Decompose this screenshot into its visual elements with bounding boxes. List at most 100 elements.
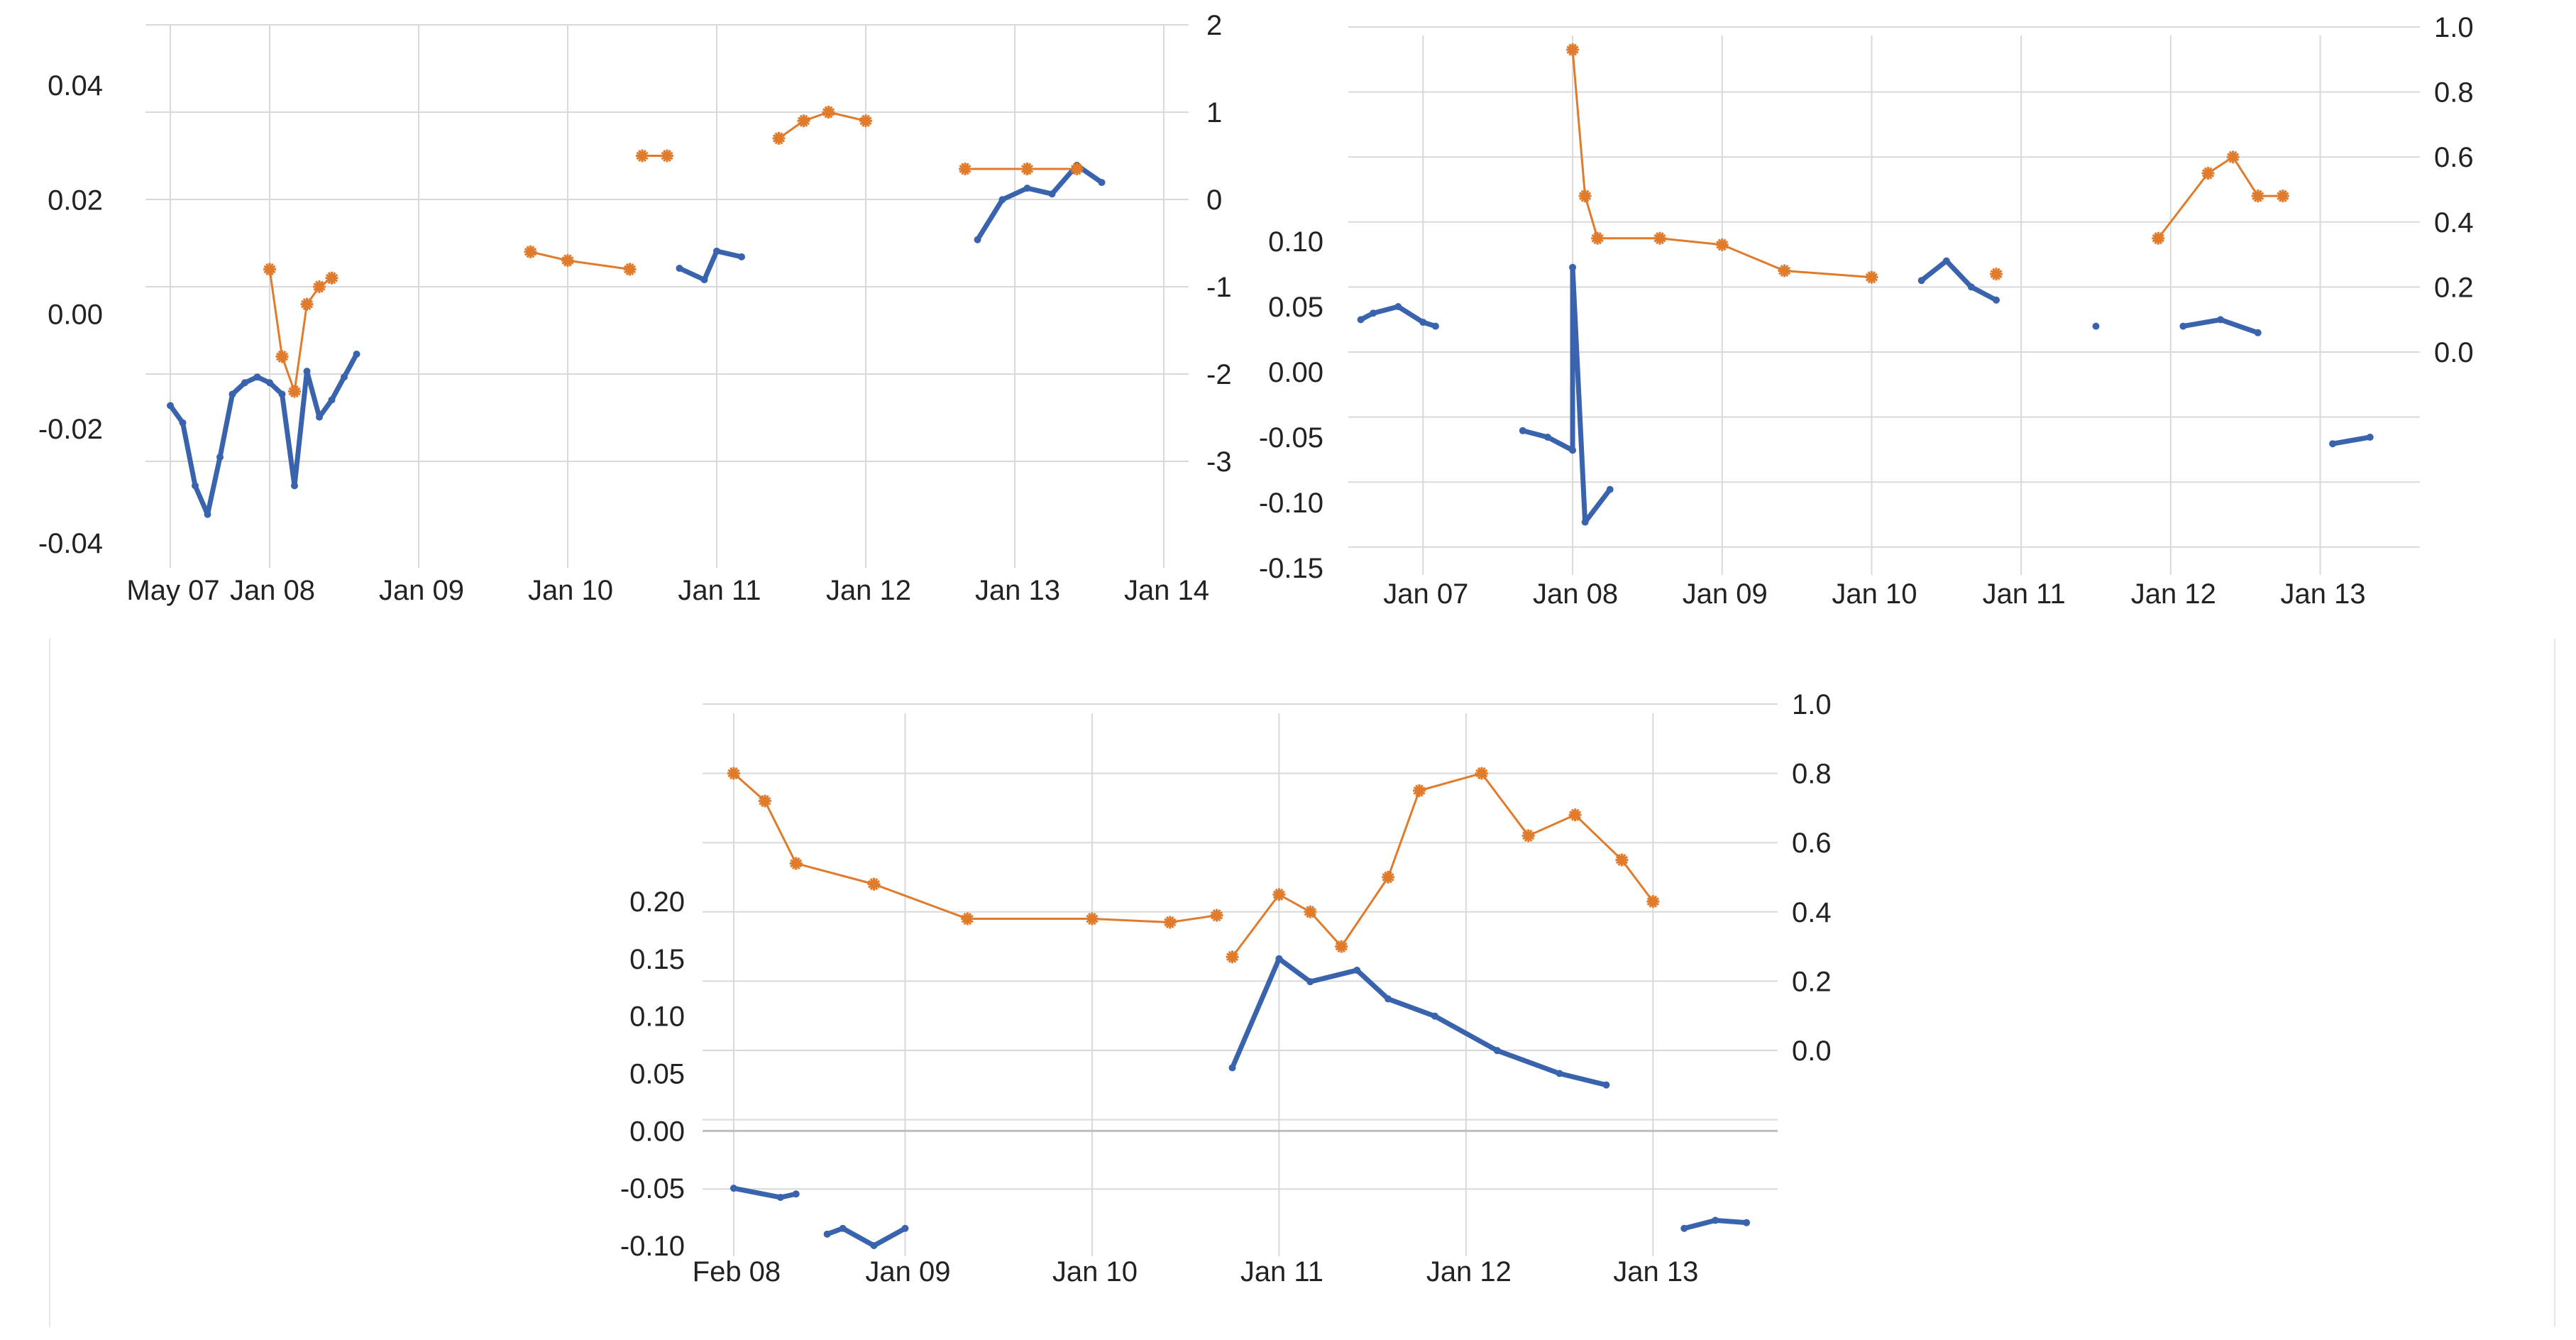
data-point <box>1353 967 1361 974</box>
data-point <box>341 373 348 381</box>
data-point <box>1519 427 1526 434</box>
data-point <box>1098 179 1106 187</box>
data-point-star <box>1210 908 1223 922</box>
data-point <box>974 236 981 243</box>
data-point <box>1569 263 1577 271</box>
data-point <box>316 413 323 421</box>
y-right-tick-label: 0.8 <box>1792 759 1832 790</box>
series-line-segment <box>778 111 867 140</box>
y-right-tick-label: 1.0 <box>2434 12 2474 43</box>
data-point <box>167 402 174 410</box>
y-right-tick-label: 0.4 <box>2434 207 2474 238</box>
data-point-star <box>727 767 740 780</box>
data-point <box>1394 303 1402 310</box>
y-left-tick-label: 0.10 <box>629 1001 685 1033</box>
y-right-tick-label: 0.4 <box>1792 897 1832 928</box>
data-point-star <box>1020 162 1034 175</box>
series-line-segment <box>2157 155 2284 240</box>
x-tick-label: May 07 <box>126 575 219 606</box>
data-point-star <box>325 271 338 285</box>
data-point-star <box>1335 940 1348 953</box>
data-point <box>1917 277 1925 285</box>
series-line-segment <box>1230 956 1609 1088</box>
data-point <box>1023 185 1031 192</box>
data-point <box>2254 329 2262 336</box>
x-tick-label: Jan 10 <box>1052 1256 1138 1287</box>
data-point-star <box>1566 43 1580 57</box>
data-point-star <box>1272 888 1286 901</box>
data-point <box>253 373 261 381</box>
data-point <box>1556 1070 1563 1077</box>
y-left-tick-label: -0.10 <box>620 1231 685 1262</box>
data-point-star <box>822 106 835 119</box>
data-point <box>1606 485 1614 493</box>
data-point <box>998 196 1006 204</box>
chart-bottom-center: -0.10 -0.05 0.00 0.05 0.10 0.15 0.20 0.0 0.2 0.4 0… <box>620 689 1832 1287</box>
y-right-tick-label: 0 <box>1206 185 1222 216</box>
y-right-tick-label: 2 <box>1206 10 1222 41</box>
data-point <box>216 454 224 461</box>
data-point <box>676 265 683 272</box>
x-tick-label: Jan 09 <box>865 1256 950 1287</box>
data-point <box>1048 190 1056 198</box>
y-left-tick-label: -0.02 <box>38 414 103 445</box>
data-point <box>1569 446 1577 454</box>
x-tick-label: Jan 08 <box>1533 578 1618 610</box>
y-left-tick-label: 0.10 <box>1268 226 1323 258</box>
series-blue-left-axis <box>1357 257 2374 526</box>
y-left-tick-label: -0.05 <box>1259 422 1323 454</box>
data-point-star <box>1578 190 1592 203</box>
data-point <box>241 379 248 387</box>
y-right-tick-label: 0.8 <box>2434 77 2474 109</box>
data-point <box>839 1224 847 1232</box>
data-point-star <box>2251 190 2264 203</box>
data-point-star <box>661 149 673 163</box>
y-left-tick-label: 0.00 <box>629 1116 685 1147</box>
x-tick-label: Jan 11 <box>1983 578 2066 610</box>
data-point-star <box>772 131 786 145</box>
data-point <box>870 1242 878 1249</box>
data-point-star <box>636 149 649 163</box>
x-tick-label: Jan 13 <box>975 575 1060 606</box>
data-point <box>291 482 298 490</box>
data-point-star <box>758 794 771 808</box>
x-tick-label: Jan 10 <box>528 575 613 606</box>
chart-top-right: -0.15 -0.10 -0.05 0.00 0.05 0.10 0.0 0.2 0.4 0.6 0… <box>1259 12 2474 610</box>
series-line-segment <box>732 772 1218 923</box>
data-point <box>179 419 187 427</box>
series-orange-right-axis <box>727 767 1660 964</box>
y-left-tick-label: 0.04 <box>48 70 103 101</box>
data-point-star <box>300 297 314 311</box>
series-line-segment <box>677 248 744 282</box>
gridlines <box>1348 26 2420 575</box>
data-point <box>823 1230 831 1238</box>
data-point <box>328 396 336 404</box>
data-point-star <box>561 254 574 268</box>
chart-top-left: -0.04 -0.02 0.00 0.02 0.04 -3 -2 -1 0 1 2 May 07 Jan… <box>38 10 1232 606</box>
x-tick-label: Jan 11 <box>1240 1256 1323 1287</box>
x-tick-label: Jan 09 <box>1683 578 1768 610</box>
y-right-tick-label: 0.0 <box>2434 337 2474 368</box>
data-point-star <box>1382 871 1395 884</box>
data-point-star <box>1778 264 1791 278</box>
data-point-star <box>1521 829 1535 842</box>
x-tick-label: Jan 08 <box>230 575 315 606</box>
data-point <box>713 247 720 255</box>
data-point-star <box>2201 167 2215 180</box>
data-point <box>1543 434 1551 441</box>
data-point <box>730 1185 737 1192</box>
data-point <box>266 379 273 387</box>
x-tick-label: Jan 10 <box>1832 578 1917 610</box>
data-point-star <box>1646 895 1660 908</box>
data-point <box>2217 316 2225 324</box>
y-right-tick-label: -3 <box>1206 446 1232 478</box>
x-tick-label: Feb 08 <box>693 1256 781 1287</box>
y-right-tick-label: 0.6 <box>1792 828 1832 859</box>
x-tick-label: Jan 09 <box>379 575 464 606</box>
y-left-tick-label: -0.15 <box>1259 553 1323 584</box>
series-orange-right-axis <box>1566 43 2289 284</box>
y-right-tick-label: -2 <box>1206 359 1232 390</box>
data-point <box>1275 955 1283 962</box>
data-point <box>1680 1224 1688 1232</box>
data-point <box>2366 434 2374 441</box>
